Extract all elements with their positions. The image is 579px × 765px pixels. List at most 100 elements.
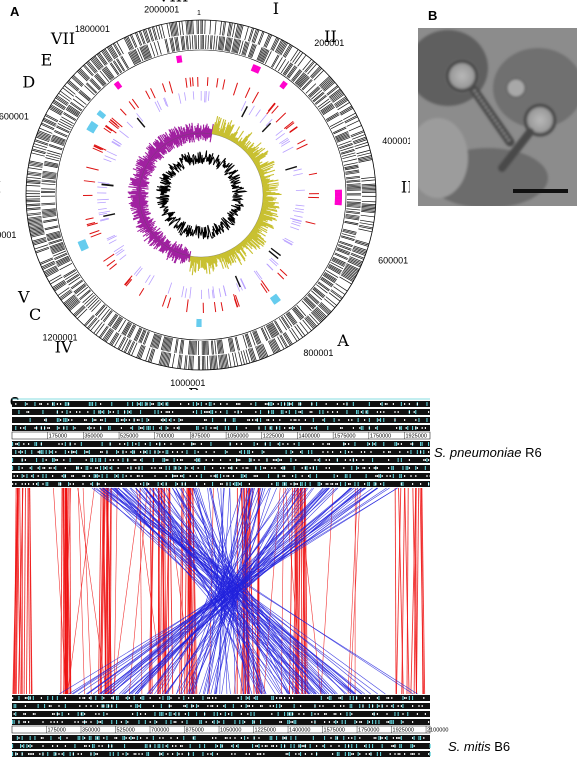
gene-gap [125, 697, 127, 699]
gene-mark [282, 410, 284, 414]
gene-tick-forward [259, 344, 266, 358]
feature-tick-purple [100, 217, 109, 221]
gene-gap [311, 403, 313, 405]
gene-tick-reverse [121, 321, 129, 335]
inverted-match-link [191, 487, 262, 695]
gene-mark [194, 736, 196, 740]
gene-tick-reverse [41, 210, 56, 213]
feature-tick-purple [113, 244, 125, 253]
gene-mark [426, 418, 428, 422]
gene-gap [332, 753, 334, 755]
gene-tick-forward [33, 143, 48, 148]
gene-gap [380, 737, 382, 739]
gc-skew-negative [147, 155, 154, 161]
gene-tick-forward [331, 289, 343, 299]
gc-skew-positive [224, 251, 232, 266]
gene-gap [258, 753, 260, 755]
gene-gap [119, 443, 121, 445]
gene-mark [205, 426, 207, 430]
gene-gap [50, 721, 52, 723]
gene-mark [82, 736, 84, 740]
gene-mark [159, 744, 161, 748]
inverted-match-link [93, 487, 418, 695]
gc-skew-positive [248, 146, 260, 156]
island-block [114, 83, 120, 90]
gene-tick-forward [234, 23, 239, 38]
gene-tick-reverse [46, 152, 61, 157]
gene-gap [28, 721, 30, 723]
gene-gap [420, 483, 422, 485]
gene-mark [365, 744, 367, 748]
bottom-tick-label: 1050000 [220, 728, 241, 734]
gene-gap [100, 427, 102, 429]
gene-tick-reverse [269, 323, 277, 337]
gc-skew-negative [149, 231, 156, 237]
gene-mark [34, 442, 36, 446]
gene-mark [397, 458, 399, 462]
gene-tick-forward [192, 355, 194, 370]
gene-gap [18, 721, 20, 723]
gene-tick-reverse [345, 211, 360, 215]
gc-skew-positive [252, 229, 258, 234]
gc-skew-negative [135, 167, 151, 175]
gene-tick-reverse [174, 37, 178, 52]
gene-mark [269, 736, 271, 740]
gene-tick-forward [348, 259, 362, 267]
gene-tick-forward [26, 176, 41, 179]
gene-gap [391, 705, 393, 707]
gene-mark [336, 752, 338, 756]
gene-tick-forward [41, 260, 55, 268]
gene-mark [285, 482, 287, 486]
gene-mark [300, 482, 302, 486]
gene-tick-forward [312, 310, 324, 321]
gene-gap [21, 753, 23, 755]
gene-gap [386, 403, 388, 405]
gc-skew-positive [257, 220, 274, 230]
gene-mark [349, 474, 351, 478]
gene-mark [87, 466, 89, 470]
gene-tick-forward [350, 253, 364, 260]
feature-tick-purple [97, 201, 106, 204]
gene-gap [429, 475, 431, 477]
gc-skew-negative [131, 203, 147, 208]
gene-tick-forward [273, 338, 281, 352]
mobile-element-block [98, 110, 106, 117]
gene-tick-reverse [234, 336, 239, 351]
gene-mark [36, 458, 38, 462]
gene-mark [213, 712, 215, 716]
gene-gap [380, 403, 382, 405]
gene-mark [132, 402, 134, 406]
gene-gap [191, 705, 193, 707]
gene-tick-reverse [70, 101, 83, 111]
gene-tick-forward [131, 34, 138, 48]
feature-tick-purple [116, 249, 125, 256]
gene-tick-reverse [345, 170, 360, 174]
gene-mark [386, 736, 388, 740]
gene-tick-forward [54, 283, 67, 292]
feature-tick-purple [240, 277, 247, 290]
gene-tick-reverse [46, 234, 61, 239]
gene-gap [300, 403, 302, 405]
gc-skew-positive [260, 175, 271, 180]
gc-skew-positive [250, 152, 258, 159]
gene-gap [128, 697, 130, 699]
gene-tick-forward [324, 298, 336, 308]
gene-tick-reverse [299, 76, 309, 88]
gene-tick-reverse [124, 323, 132, 336]
gene-gap [389, 475, 391, 477]
gene-gap [95, 713, 97, 715]
gc-skew-negative [140, 219, 149, 224]
feature-tick-red [161, 83, 166, 93]
gc-skew-negative [149, 232, 164, 247]
gene-gap [112, 459, 114, 461]
feature-tick-purple [240, 101, 247, 112]
gene-gap [239, 483, 241, 485]
gene-tick-reverse [41, 180, 56, 183]
gene-tick-forward [349, 256, 363, 263]
gc-skew-positive [240, 242, 246, 248]
gene-gap [378, 705, 380, 707]
gene-tick-forward [345, 264, 359, 272]
gene-gap [325, 403, 327, 405]
gene-mark [224, 426, 226, 430]
gene-gap [108, 705, 110, 707]
